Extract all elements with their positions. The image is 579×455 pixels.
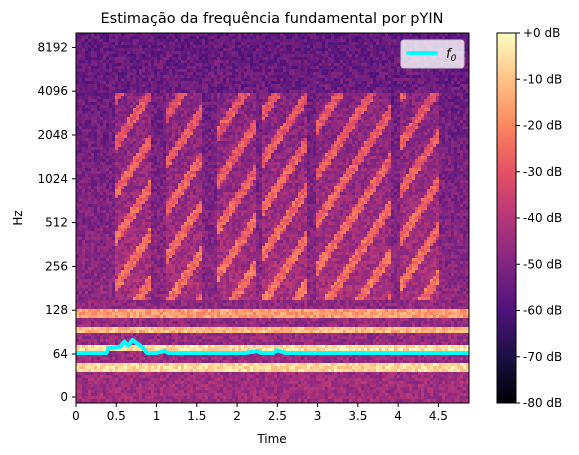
x-tick-label: 3 — [314, 409, 322, 423]
legend-label-main: f — [446, 47, 453, 62]
colorbar-tick-label: -50 dB — [523, 257, 562, 271]
legend-label-sub: 0 — [451, 54, 457, 64]
colorbar-tick-label: -40 dB — [523, 211, 562, 225]
colorbar-tick-label: -60 dB — [523, 304, 562, 318]
y-tick-label: 8192 — [37, 40, 68, 54]
colorbar — [496, 32, 517, 404]
y-tick-label: 0 — [60, 390, 68, 404]
colorbar-tick-label: -10 dB — [523, 72, 562, 86]
x-tick-label: 0 — [72, 409, 80, 423]
x-tick-label: 4.5 — [429, 409, 448, 423]
chart-title: Estimação da frequência fundamental por … — [101, 11, 444, 27]
x-tick-label: 4 — [394, 409, 402, 423]
f0-line — [76, 337, 469, 355]
x-tick-label: 2.5 — [268, 409, 287, 423]
plot-frame — [75, 32, 470, 404]
colorbar-tick-label: -20 dB — [523, 119, 562, 133]
y-tick-label: 512 — [45, 216, 68, 230]
y-tick-label: 128 — [45, 303, 68, 317]
colorbar-tick-label: +0 dB — [523, 26, 560, 40]
legend: f0 — [400, 39, 465, 69]
x-tick-label: 0.5 — [107, 409, 126, 423]
y-tick-label: 2048 — [37, 128, 68, 142]
x-tick-label: 1 — [153, 409, 161, 423]
x-tick-label: 1.5 — [187, 409, 206, 423]
colorbar-ticks: +0 dB -10 dB -20 dB -30 dB -40 dB -50 dB -60 d… — [516, 26, 562, 410]
legend-label: f0 — [446, 47, 457, 64]
spectrogram-heatmap — [76, 33, 469, 403]
colorbar-tick-label: -80 dB — [523, 396, 562, 410]
y-axis-label: Hz — [11, 210, 25, 225]
colorbar-tick-label: -30 dB — [523, 165, 562, 179]
y-axis-ticks: 0 64 128 256 512 1024 2048 4096 8192 — [37, 40, 76, 404]
y-tick-label: 4096 — [37, 84, 68, 98]
x-tick-label: 2 — [233, 409, 241, 423]
x-axis-ticks: 0 0.5 1 1.5 2 2.5 3 3.5 4 4.5 — [72, 403, 448, 423]
colorbar-tick-label: -70 dB — [523, 350, 562, 364]
y-tick-label: 256 — [45, 259, 68, 273]
y-tick-label: 64 — [53, 347, 68, 361]
x-axis-label: Time — [256, 432, 286, 446]
y-tick-label: 1024 — [37, 172, 68, 186]
f0-series — [76, 337, 469, 355]
x-tick-label: 3.5 — [348, 409, 367, 423]
